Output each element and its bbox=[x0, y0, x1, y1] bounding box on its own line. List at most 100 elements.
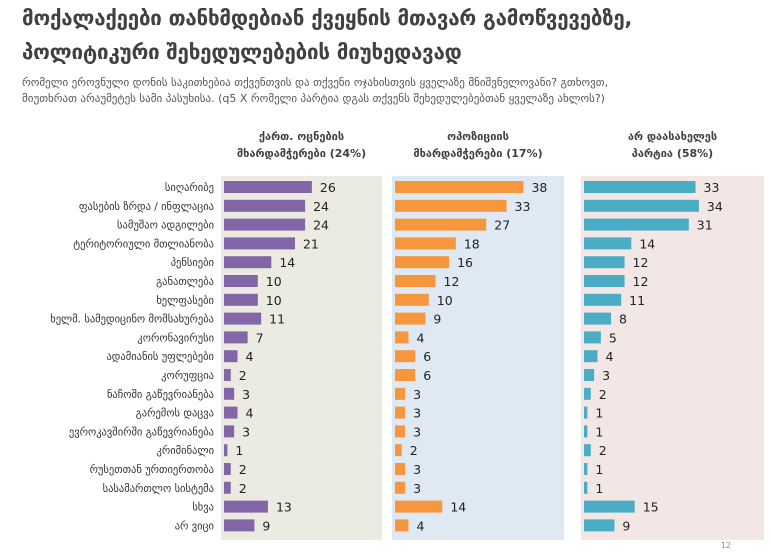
bar bbox=[584, 275, 625, 287]
bar-value-label: 3 bbox=[413, 387, 421, 402]
series-header-line-2: პარტია (58%) bbox=[632, 147, 713, 160]
bar-value-label: 16 bbox=[457, 255, 473, 270]
category-label: არ ვიცი bbox=[175, 520, 214, 532]
bar-value-label: 9 bbox=[262, 518, 270, 533]
bar-value-label: 24 bbox=[313, 218, 329, 233]
bar bbox=[395, 256, 450, 269]
bar bbox=[224, 181, 312, 193]
category-label: ადამიანის უფლებები bbox=[106, 351, 214, 363]
bar-value-label: 8 bbox=[619, 312, 627, 327]
bar-value-label: 10 bbox=[266, 293, 282, 308]
category-label: კორუფცია bbox=[161, 370, 214, 382]
bar-value-label: 1 bbox=[595, 424, 603, 439]
category-label: სხვა bbox=[192, 502, 214, 514]
series-header-line-2: მხარდამჭერები (24%) bbox=[237, 147, 366, 160]
bar-value-label: 3 bbox=[242, 424, 250, 439]
bar-value-label: 4 bbox=[417, 518, 425, 533]
bar-value-label: 5 bbox=[609, 330, 617, 345]
category-label: ფასების ზრდა / ინფლაცია bbox=[79, 201, 214, 213]
bar bbox=[224, 199, 306, 212]
bar bbox=[395, 312, 426, 325]
category-label: რუსეთთან ურთიერთობა bbox=[90, 464, 214, 476]
bar bbox=[224, 463, 231, 475]
bar-value-label: 3 bbox=[602, 368, 610, 383]
bar bbox=[395, 519, 409, 532]
bar-value-label: 4 bbox=[606, 349, 614, 364]
bar-value-label: 2 bbox=[599, 387, 607, 402]
category-label: კრიმინალი bbox=[157, 445, 215, 457]
bar-value-label: 14 bbox=[450, 500, 466, 515]
question-text-line-1: რომელი ეროვნული დონის საკითხებია თქვენთვ… bbox=[22, 76, 609, 89]
category-label: ტერიტორიული მთლიანობა bbox=[73, 238, 214, 250]
bar-value-label: 3 bbox=[413, 481, 421, 496]
bar bbox=[395, 481, 406, 494]
bar-value-label: 10 bbox=[266, 274, 282, 289]
series-header-line-2: მხარდამჭერები (17%) bbox=[413, 147, 542, 160]
bar-value-label: 21 bbox=[303, 236, 319, 251]
bar-value-label: 1 bbox=[235, 443, 243, 458]
category-label: კორონავირუსი bbox=[137, 332, 214, 344]
bar bbox=[584, 463, 588, 475]
page-number: 12 bbox=[720, 541, 731, 550]
bar bbox=[584, 481, 588, 494]
bar-value-label: 14 bbox=[279, 255, 295, 270]
bar-value-label: 15 bbox=[643, 500, 659, 515]
bar-value-label: 18 bbox=[464, 236, 480, 251]
bar bbox=[224, 444, 228, 457]
bar-value-label: 34 bbox=[707, 199, 723, 214]
bar-value-label: 1 bbox=[595, 406, 603, 421]
category-label: ხელმ. სამედიცინო მომსახურება bbox=[50, 314, 214, 326]
category-label: პენსიები bbox=[171, 257, 214, 269]
bar bbox=[224, 519, 255, 532]
bar bbox=[584, 181, 696, 193]
bar bbox=[224, 293, 258, 306]
bar-value-label: 24 bbox=[313, 199, 329, 214]
bar-value-label: 13 bbox=[276, 500, 292, 515]
bar-value-label: 4 bbox=[417, 330, 425, 345]
bar-value-label: 6 bbox=[423, 349, 431, 364]
bar bbox=[395, 331, 409, 344]
bar-value-label: 3 bbox=[242, 387, 250, 402]
bar bbox=[224, 369, 231, 381]
bar bbox=[584, 199, 699, 212]
bar bbox=[224, 331, 248, 344]
bar bbox=[395, 387, 406, 400]
bar-value-label: 33 bbox=[515, 199, 531, 214]
bar bbox=[224, 406, 238, 419]
bar-value-label: 4 bbox=[246, 406, 254, 421]
bar bbox=[584, 237, 632, 250]
panel-background bbox=[221, 176, 382, 540]
bar bbox=[584, 256, 625, 269]
category-label: სამუშაო ადგილები bbox=[117, 220, 214, 232]
bar-value-label: 9 bbox=[622, 518, 630, 533]
bar bbox=[584, 519, 615, 532]
bar bbox=[224, 218, 306, 231]
bar bbox=[224, 425, 235, 438]
question-text-line-2: მიუთხრათ არაუმეტეს სამი პასუხისა. (q5 X … bbox=[22, 92, 605, 105]
bar bbox=[395, 444, 402, 457]
category-label: სასამართლო სისტემა bbox=[103, 483, 214, 495]
bar-value-label: 11 bbox=[629, 293, 645, 308]
bar bbox=[395, 463, 406, 475]
bar bbox=[395, 350, 416, 363]
bar-value-label: 3 bbox=[413, 406, 421, 421]
bar-value-label: 4 bbox=[246, 349, 254, 364]
bar bbox=[584, 444, 591, 457]
bar bbox=[224, 275, 258, 287]
panel-background bbox=[392, 176, 564, 540]
bar bbox=[224, 312, 262, 325]
series-header-line-1: ქართ. ოცნების bbox=[259, 130, 344, 143]
bar-value-label: 6 bbox=[423, 368, 431, 383]
category-label: ნაჩოში გაწევრიანება bbox=[107, 389, 214, 401]
category-label: სიღარიბე bbox=[165, 182, 214, 194]
category-label: ხელფასები bbox=[156, 295, 214, 307]
bar bbox=[224, 256, 272, 269]
bar-value-label: 38 bbox=[531, 180, 547, 195]
bar-value-label: 2 bbox=[239, 368, 247, 383]
bar-value-label: 33 bbox=[704, 180, 720, 195]
bar-value-label: 10 bbox=[437, 293, 453, 308]
bar bbox=[395, 275, 436, 287]
bar-value-label: 9 bbox=[433, 312, 441, 327]
bar bbox=[584, 293, 622, 306]
